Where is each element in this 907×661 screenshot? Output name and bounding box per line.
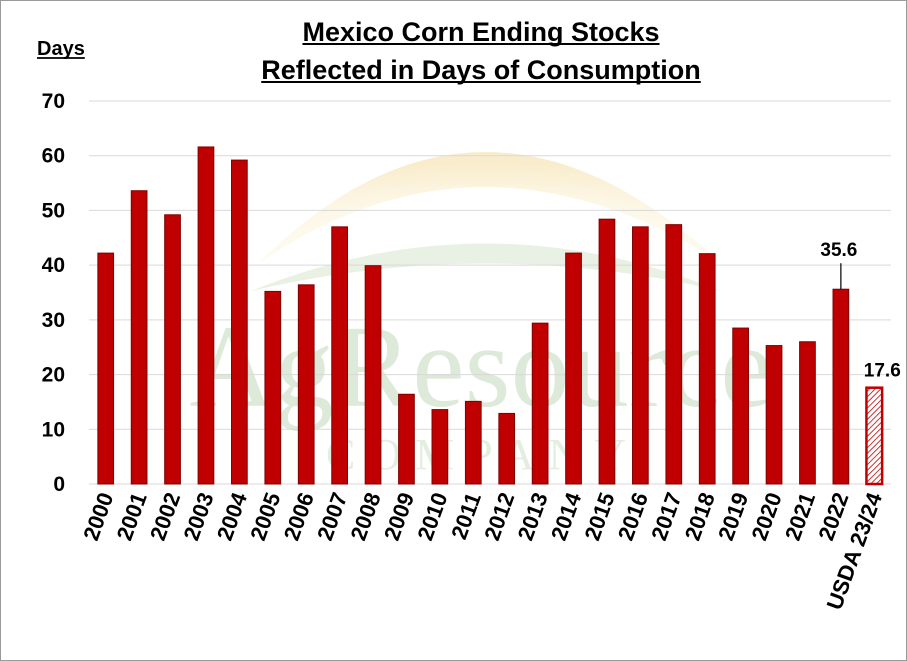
- watermark-arc-icon: [251, 243, 721, 291]
- gridlines: [89, 100, 891, 485]
- bar: [264, 290, 282, 485]
- bar: [331, 226, 348, 485]
- bar: [598, 218, 616, 485]
- bar: [464, 400, 482, 485]
- bar: [765, 345, 783, 485]
- chart-title-line-2: Reflected in Days of Consumption: [261, 55, 701, 85]
- bar: [431, 409, 449, 485]
- x-axis-ticks: 2000200120022003200420052006200720082009…: [78, 488, 887, 613]
- y-tick-label: 30: [42, 309, 65, 332]
- y-tick-label: 0: [53, 473, 65, 496]
- bar: [698, 253, 716, 485]
- bar: [565, 252, 582, 485]
- y-tick-label: 60: [42, 145, 65, 168]
- bar: [799, 341, 816, 485]
- bar: [832, 288, 850, 485]
- bar: [665, 224, 683, 485]
- data-label: 35.6: [820, 240, 857, 261]
- watermark-sun-icon: [259, 152, 721, 263]
- bar: [231, 159, 248, 485]
- bar: [632, 226, 649, 485]
- y-tick-label: 50: [42, 199, 65, 222]
- bar: [197, 146, 215, 485]
- bar-projected: [865, 386, 884, 486]
- bar: [364, 265, 382, 485]
- bar: [297, 284, 315, 485]
- y-axis-ticks: 0 10 20 30 40 50 60 70: [42, 90, 65, 496]
- y-axis-label: Days: [37, 38, 85, 60]
- bar: [130, 190, 148, 485]
- data-labels: 35.6 17.6: [820, 240, 900, 381]
- bar: [97, 252, 115, 485]
- y-tick-label: 70: [42, 90, 65, 113]
- bars: [97, 146, 884, 486]
- data-label: 17.6: [864, 361, 901, 382]
- bar: [531, 322, 549, 485]
- bar: [498, 412, 516, 485]
- bar: [732, 327, 749, 485]
- chart-title-line-1: Mexico Corn Ending Stocks: [302, 17, 659, 47]
- y-tick-label: 10: [42, 418, 65, 441]
- bar: [398, 393, 415, 485]
- x-tick-label: 2010: [412, 489, 452, 544]
- y-tick-label: 20: [42, 364, 65, 387]
- bar: [164, 214, 181, 485]
- y-tick-label: 40: [42, 254, 65, 277]
